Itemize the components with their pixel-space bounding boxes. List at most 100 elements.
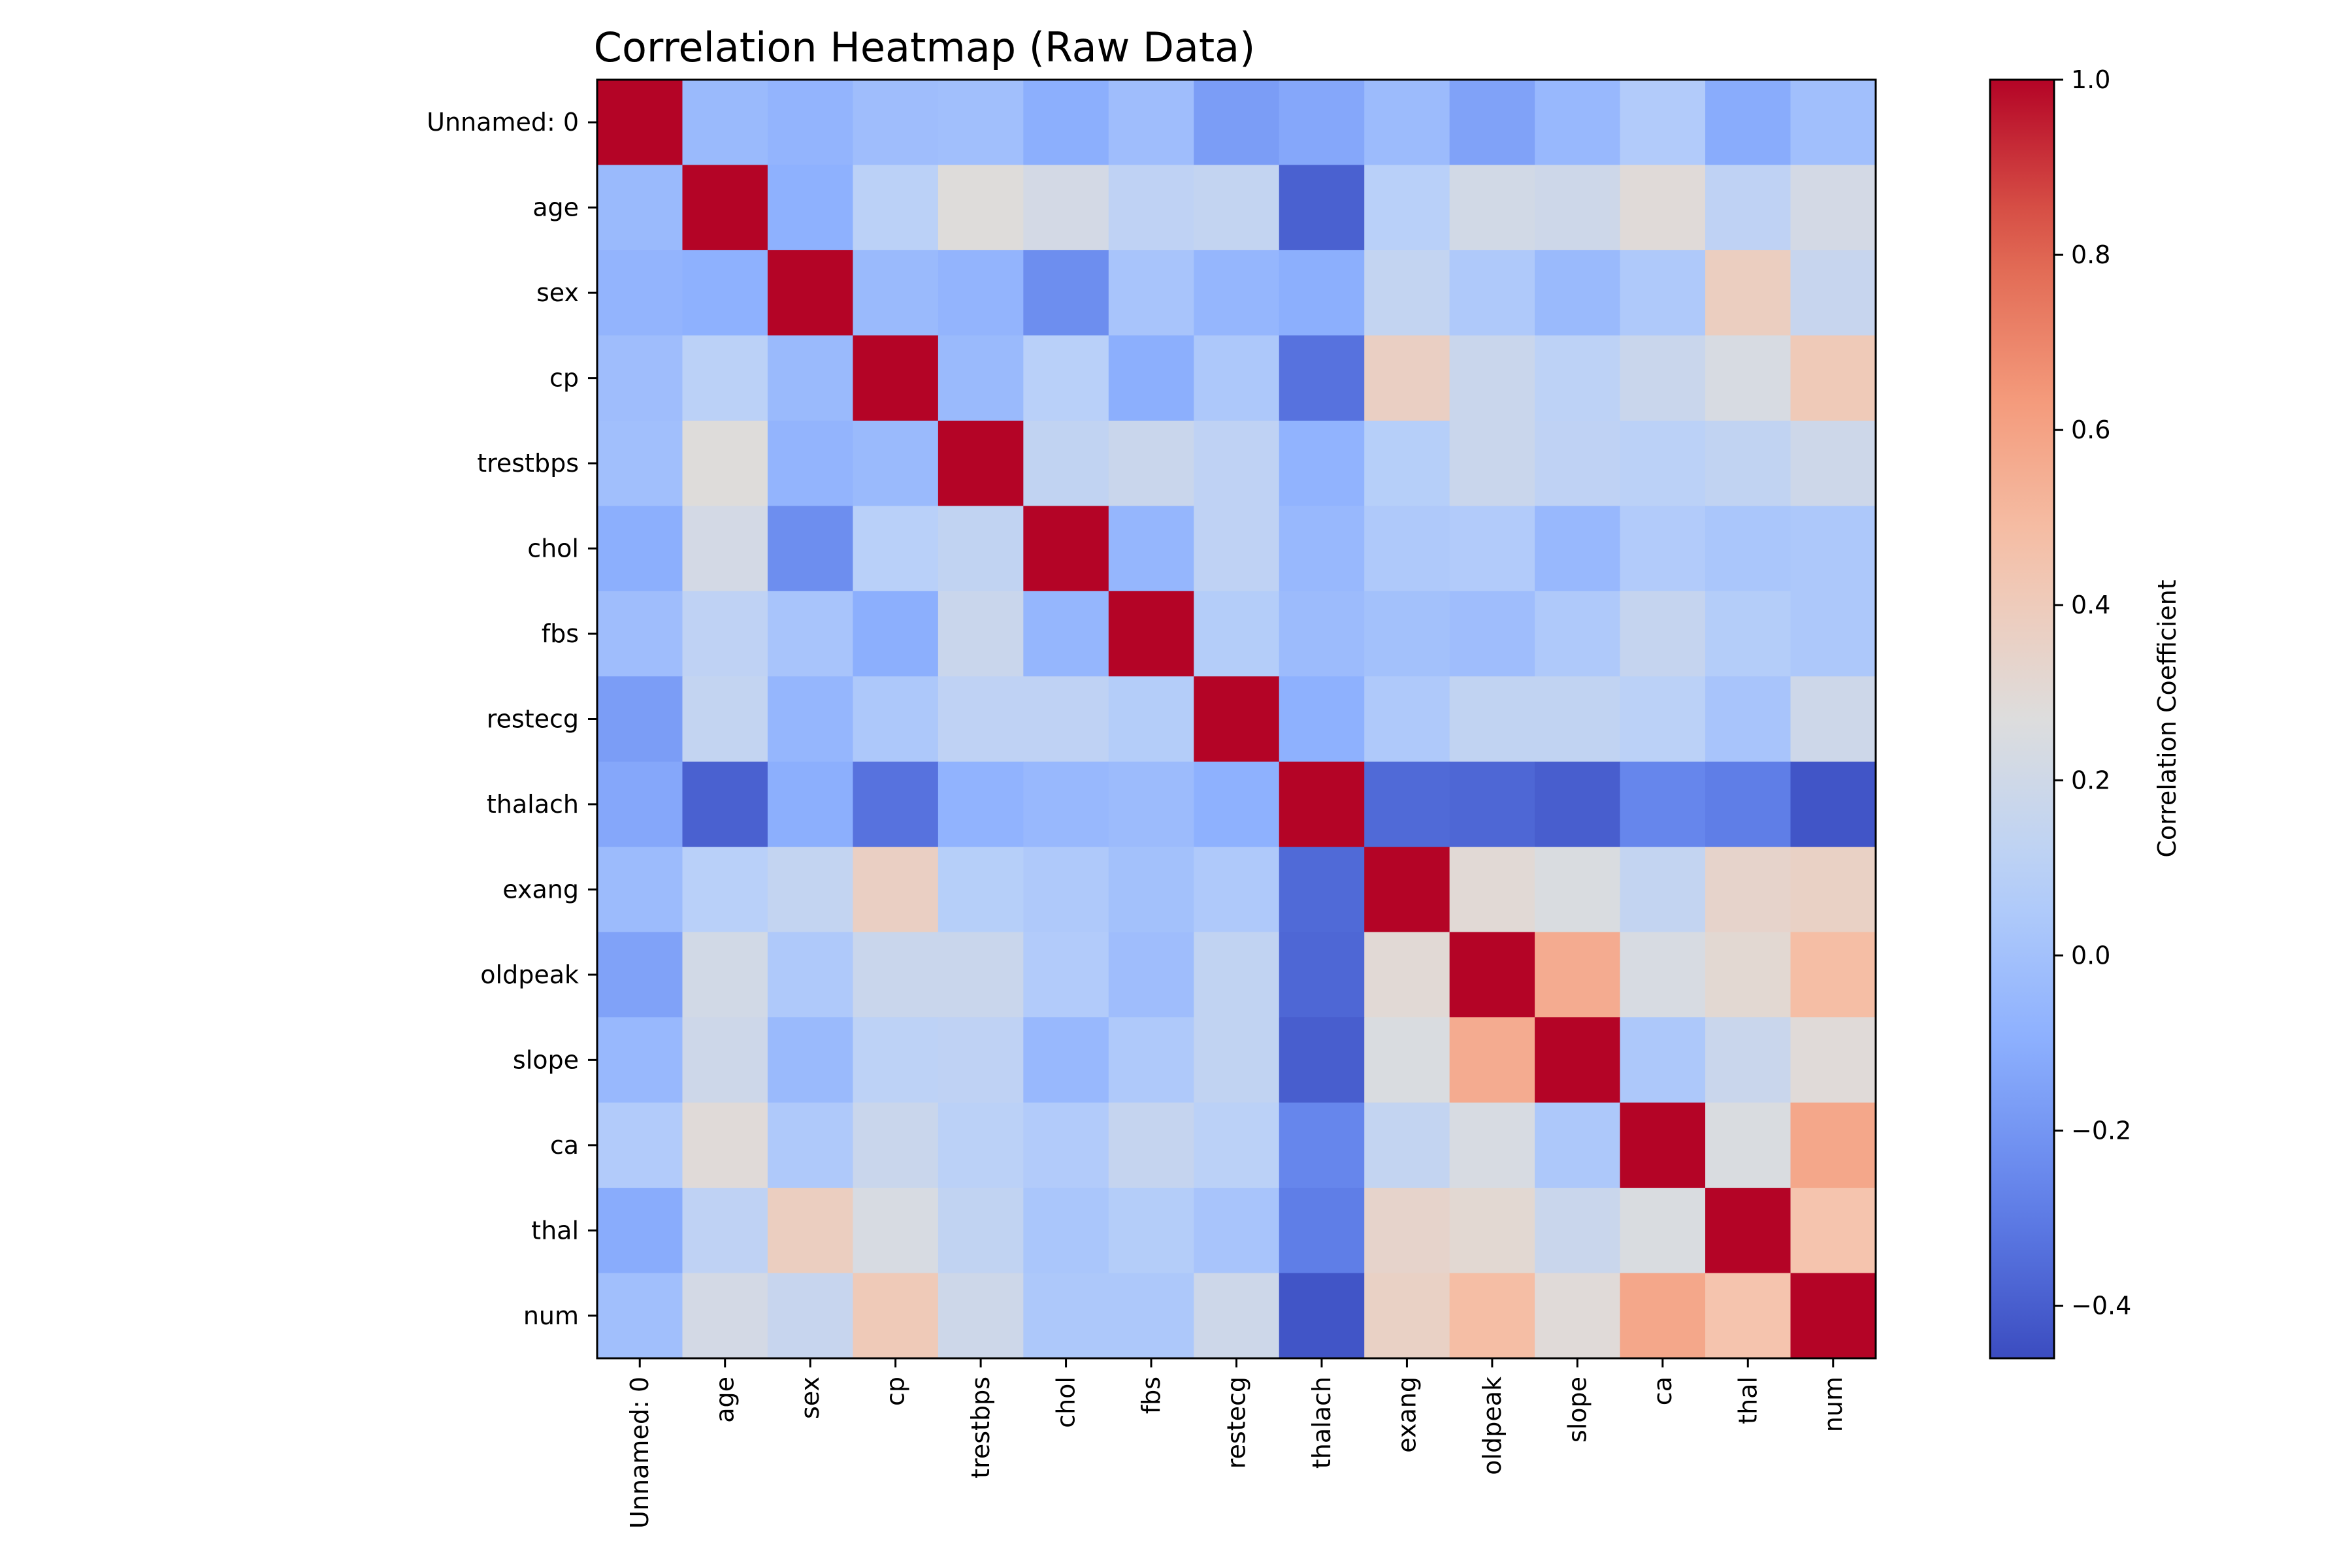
heatmap-cell	[1108, 335, 1194, 421]
heatmap-cell	[853, 335, 939, 421]
heatmap-cell	[1790, 420, 1876, 506]
heatmap-cell	[1364, 761, 1450, 847]
heatmap-cell	[1535, 165, 1621, 251]
heatmap-cell	[767, 506, 853, 592]
heatmap-cell	[767, 420, 853, 506]
heatmap-cell	[1023, 1273, 1109, 1359]
x-tick-label: oldpeak	[1478, 1377, 1507, 1475]
heatmap-cell	[853, 1273, 939, 1359]
heatmap-cell	[1023, 847, 1109, 933]
heatmap-cell	[1194, 932, 1280, 1018]
heatmap-cell	[1620, 250, 1706, 336]
heatmap-cell	[938, 1273, 1024, 1359]
heatmap-cell	[597, 420, 683, 506]
heatmap-cell	[597, 1273, 683, 1359]
heatmap-cell	[682, 932, 768, 1018]
heatmap-cell	[1279, 250, 1365, 336]
y-tick-label: sex	[536, 278, 579, 307]
heatmap-cell	[1023, 932, 1109, 1018]
heatmap-cell	[853, 250, 939, 336]
colorbar-tick-label: 0.4	[2071, 591, 2110, 619]
heatmap-cell	[1535, 80, 1621, 166]
y-tick-label: thalach	[487, 790, 579, 819]
heatmap-cell	[938, 676, 1024, 762]
heatmap-cell	[1620, 80, 1706, 166]
x-tick-label: cp	[881, 1377, 910, 1406]
heatmap-cell	[767, 165, 853, 251]
x-tick-label: thalach	[1307, 1377, 1336, 1469]
heatmap-cell	[597, 1188, 683, 1274]
heatmap-cell	[597, 335, 683, 421]
heatmap-cell	[767, 335, 853, 421]
heatmap-cell	[1364, 847, 1450, 933]
heatmap-cell	[1279, 676, 1365, 762]
heatmap-cell	[853, 420, 939, 506]
y-tick-label: fbs	[542, 619, 579, 648]
x-tick-label: num	[1819, 1377, 1848, 1432]
heatmap-cell	[682, 676, 768, 762]
heatmap-cell	[1364, 80, 1450, 166]
heatmap-cell	[1108, 420, 1194, 506]
y-tick-label: exang	[502, 875, 579, 904]
y-tick-label: Unnamed: 0	[427, 108, 579, 137]
heatmap-cell	[767, 250, 853, 336]
heatmap-cell	[682, 761, 768, 847]
colorbar-tick-label: 0.8	[2071, 240, 2110, 269]
heatmap-cell	[853, 80, 939, 166]
colorbar-tick-label: 0.0	[2071, 941, 2110, 970]
heatmap-cell	[1194, 506, 1280, 592]
heatmap-cell	[1449, 335, 1535, 421]
colorbar-ticks: −0.4 −0.2 0.0 0.2 0.4 0.6 0.8 1.0	[2054, 65, 2131, 1320]
y-tick-label: cp	[549, 364, 579, 393]
heatmap-cell	[1194, 250, 1280, 336]
heatmap-cell	[853, 1188, 939, 1274]
y-tick-label: trestbps	[477, 449, 579, 478]
heatmap-cell	[1023, 1188, 1109, 1274]
heatmap-cell	[1279, 1102, 1365, 1188]
heatmap-cell	[1108, 506, 1194, 592]
heatmap-cell	[1108, 761, 1194, 847]
heatmap-cell	[1620, 1188, 1706, 1274]
heatmap-cell	[1535, 761, 1621, 847]
heatmap-cell	[1108, 1017, 1194, 1103]
heatmap-cell	[853, 1102, 939, 1188]
heatmap-cell	[938, 591, 1024, 677]
heatmap-cell	[1705, 250, 1791, 336]
heatmap-cell	[682, 250, 768, 336]
heatmap-cell	[1535, 847, 1621, 933]
heatmap-cell	[1194, 335, 1280, 421]
heatmap-cell	[1364, 591, 1450, 677]
x-tick-label: restecg	[1222, 1377, 1251, 1469]
heatmap-cell	[1620, 761, 1706, 847]
x-axis: Unnamed: 0 age sex cp trestbps chol fbs restecg…	[625, 1358, 1848, 1529]
heatmap-cell	[1194, 420, 1280, 506]
y-tick-label: thal	[531, 1216, 579, 1245]
heatmap-cell	[682, 506, 768, 592]
heatmap-cell	[1705, 761, 1791, 847]
heatmap-cell	[938, 1188, 1024, 1274]
heatmap-cell	[938, 847, 1024, 933]
heatmap-cell	[1790, 591, 1876, 677]
heatmap-cell	[1620, 1017, 1706, 1103]
heatmap-cell	[597, 250, 683, 336]
heatmap-cell	[938, 335, 1024, 421]
heatmap-cell	[1705, 591, 1791, 677]
x-tick-label: fbs	[1137, 1377, 1166, 1414]
heatmap-cell	[1790, 506, 1876, 592]
heatmap-cells	[597, 80, 1876, 1359]
heatmap-cell	[1705, 80, 1791, 166]
heatmap-cell	[1194, 80, 1280, 166]
heatmap-cell	[597, 1017, 683, 1103]
heatmap-cell	[682, 1273, 768, 1359]
heatmap-cell	[938, 1102, 1024, 1188]
heatmap-cell	[1535, 335, 1621, 421]
heatmap-cell	[1279, 506, 1365, 592]
heatmap-cell	[1620, 1273, 1706, 1359]
heatmap-cell	[1108, 847, 1194, 933]
y-tick-label: oldpeak	[480, 960, 579, 989]
heatmap-cell	[1790, 1273, 1876, 1359]
heatmap-cell	[853, 165, 939, 251]
x-tick-label: thal	[1733, 1377, 1762, 1424]
heatmap-cell	[1790, 165, 1876, 251]
x-tick-label: sex	[796, 1377, 825, 1419]
